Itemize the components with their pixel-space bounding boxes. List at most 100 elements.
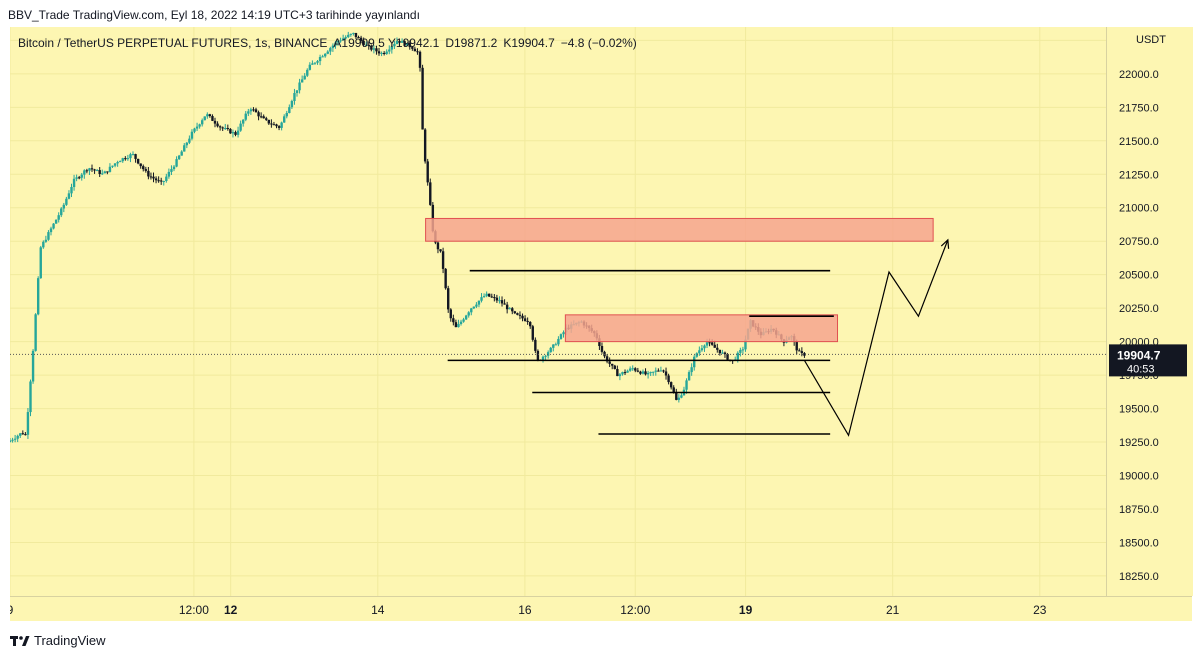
candle-body	[454, 322, 458, 328]
candle	[172, 165, 176, 172]
candle	[229, 128, 232, 134]
countdown-label: 40:53	[1127, 363, 1155, 375]
candle-body	[116, 162, 119, 164]
candle-body	[188, 138, 191, 143]
candle-body	[257, 112, 260, 117]
candle	[349, 33, 353, 37]
candle	[29, 379, 32, 417]
candle-body	[203, 116, 206, 121]
candle	[85, 168, 89, 174]
candle	[441, 247, 445, 274]
candle	[113, 163, 117, 168]
candle-body	[221, 127, 224, 129]
candle	[334, 40, 337, 49]
candle-body	[675, 392, 678, 400]
candle	[126, 154, 130, 161]
candle-body	[336, 40, 340, 43]
candle-body	[608, 361, 611, 364]
candle	[454, 319, 458, 328]
candle	[101, 169, 104, 176]
candle-body	[641, 371, 645, 374]
candle-body	[216, 123, 219, 127]
time-tick-label: 23	[1033, 603, 1047, 617]
candle-body	[265, 118, 268, 120]
candle	[252, 107, 255, 112]
supply-demand-zone	[564, 314, 839, 343]
candle	[331, 43, 335, 52]
candle-body	[521, 315, 524, 319]
candle	[239, 120, 242, 132]
candle	[106, 171, 109, 175]
candle-body	[444, 268, 447, 289]
candle-body	[698, 350, 701, 354]
candle-body	[334, 42, 337, 46]
candle	[365, 41, 368, 46]
candle	[690, 363, 693, 376]
tradingview-logo-icon[interactable]	[10, 635, 30, 647]
time-tick-label: 12:00	[179, 603, 209, 617]
candle	[57, 212, 60, 223]
candle	[634, 367, 637, 373]
candle	[254, 107, 258, 113]
candle-body	[98, 170, 101, 175]
candle	[49, 226, 53, 236]
candle	[359, 35, 363, 44]
candle	[395, 37, 399, 45]
candle-body	[498, 300, 501, 302]
candle-body	[639, 371, 642, 374]
candle	[218, 125, 222, 131]
candle-body	[600, 346, 604, 352]
candle-body	[298, 82, 301, 91]
candle-body	[367, 44, 370, 46]
candle	[488, 293, 491, 298]
footer-brand[interactable]: TradingView	[34, 633, 106, 648]
candle	[203, 116, 206, 121]
candle	[680, 392, 683, 399]
candle-body	[687, 372, 691, 381]
candle	[36, 276, 40, 316]
current-price-label: 19904.7	[1117, 348, 1161, 362]
candle-body	[672, 387, 675, 393]
chart-legend: Bitcoin / TetherUS PERPETUAL FUTURES, 1s…	[18, 36, 643, 50]
candle	[531, 324, 534, 342]
candle-body	[177, 155, 181, 160]
candle-body	[113, 163, 117, 166]
candle-body	[441, 251, 445, 269]
candle	[390, 45, 394, 54]
candle-body	[726, 354, 729, 360]
candle	[216, 121, 219, 128]
candle-body	[144, 169, 148, 171]
candle-body	[390, 46, 394, 50]
candle-body	[516, 313, 519, 315]
chart-canvas[interactable]	[10, 27, 1106, 596]
candle	[439, 249, 442, 253]
candle-body	[736, 352, 739, 360]
candle-body	[65, 198, 68, 205]
candle-body	[147, 170, 150, 177]
candle	[380, 51, 383, 57]
price-axis[interactable]: 18250.0 18500.0 18750.0 19000.0 19250.0 19500…	[1106, 27, 1193, 596]
candle-body	[380, 52, 383, 54]
candle	[508, 307, 511, 310]
chart-plot-area[interactable]	[10, 27, 1106, 596]
candle-body	[723, 352, 727, 355]
candle	[529, 321, 532, 329]
current-price-badge	[1109, 344, 1187, 377]
candle	[700, 344, 704, 352]
candle-body	[180, 151, 183, 156]
candle-body	[618, 374, 622, 377]
candle-body	[57, 215, 60, 220]
candle-body	[449, 309, 452, 319]
time-axis[interactable]: 9 12:00 12 14 16 12:00 19 21 23	[7, 596, 1192, 621]
candle	[518, 311, 522, 320]
candle-body	[39, 247, 42, 279]
legend-symbol[interactable]: Bitcoin / TetherUS PERPETUAL FUTURES, 1s…	[18, 36, 328, 50]
candle-body	[308, 64, 312, 70]
candle	[375, 46, 378, 55]
candle-body	[652, 371, 655, 373]
candle-body	[485, 293, 488, 297]
candle	[400, 38, 404, 43]
candle-body	[798, 350, 801, 352]
candle	[664, 367, 668, 380]
candle-body	[685, 380, 688, 390]
